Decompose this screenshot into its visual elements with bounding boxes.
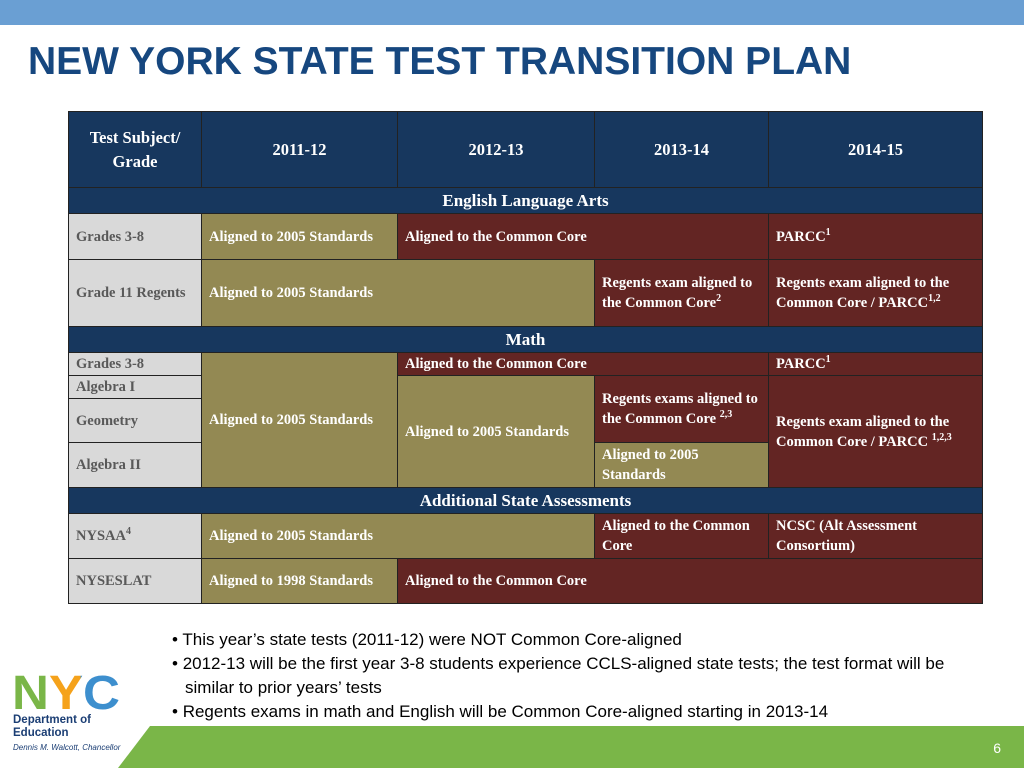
section-title: Additional State Assessments [68,487,983,514]
footnote-ref: 4 [125,526,131,538]
row-label: Algebra II [68,442,202,488]
header-row: Test Subject/ Grade 2011-12 2012-13 2013… [68,111,983,188]
department: Department of [13,714,91,726]
slide-title: NEW YORK STATE TEST TRANSITION PLAN [28,40,852,83]
department: Education [13,727,69,739]
footnote-ref: 2,3 [719,409,733,421]
footnote-ref: 2 [716,293,722,305]
section-title: Math [68,326,983,353]
cell: Aligned to 1998 Standards [201,558,398,604]
footnote-ref: 1,2,3 [931,431,952,443]
cell: Aligned to the Common Core [594,513,769,559]
cell-text: Regents exam aligned to the Common Core … [776,413,950,450]
cell-text: PARCC [776,356,826,372]
column-header: 2013-14 [594,111,769,188]
row-label: NYSESLAT [68,558,202,604]
cell-text: Regents exam aligned to the Common Core … [776,275,950,311]
footer-band [118,726,1024,768]
cell: Aligned to 2005 Standards [201,213,398,260]
chancellor: Dennis M. Walcott, Chancellor [13,743,121,752]
transition-table: Test Subject/ Grade 2011-12 2012-13 2013… [68,111,983,604]
cell-text: PARCC [776,228,826,245]
cell: Aligned to 2005 Standards [201,259,595,327]
note: Regents exams in math and English will b… [172,700,972,724]
note: 2012-13 will be the first year 3-8 stude… [172,652,972,700]
cell-text: Regents exam aligned to the Common Core [602,275,753,311]
row-label: Grades 3-8 [68,352,202,376]
logo: NYC [12,667,120,720]
row-label: NYSAA4 [68,513,202,559]
cell: Aligned to the Common Core [397,213,769,260]
row-label-text: NYSAA [76,528,126,544]
cell: Aligned to 2005 Standards [201,352,398,488]
column-header: 2012-13 [397,111,595,188]
page-number: 6 [993,740,1001,756]
note: This year’s state tests (2011-12) were N… [172,628,972,652]
cell: Regents exam aligned to the Common Core … [768,375,983,488]
cell: PARCC1 [768,213,983,260]
cell: Aligned to the Common Core [397,558,983,604]
cell: Aligned to 2005 Standards [201,513,595,559]
cell-text: Regents exams aligned to the Common Core [602,391,758,427]
cell: Regents exams aligned to the Common Core… [594,375,769,443]
footnote-ref: 1 [825,354,831,366]
cell: Aligned to the Common Core [397,352,769,376]
row-label: Grades 3-8 [68,213,202,260]
cell: Regents exam aligned to the Common Core2 [594,259,769,327]
row-label: Algebra I [68,375,202,399]
cell: Aligned to 2005 Standards [397,375,595,488]
column-header: 2011-12 [201,111,398,188]
cell: PARCC1 [768,352,983,376]
cell: NCSC (Alt Assessment Consortium) [768,513,983,559]
notes: This year’s state tests (2011-12) were N… [172,628,972,724]
column-header: 2014-15 [768,111,983,188]
section-title: English Language Arts [68,187,983,214]
column-header: Test Subject/ Grade [68,111,202,188]
top-bar [0,0,1024,25]
row-label: Geometry [68,398,202,443]
row-label: Grade 11 Regents [68,259,202,327]
cell: Regents exam aligned to the Common Core … [768,259,983,327]
cell: Aligned to 2005 Standards [594,442,769,488]
footnote-ref: 1 [825,226,831,238]
footnote-ref: 1,2 [928,293,941,305]
